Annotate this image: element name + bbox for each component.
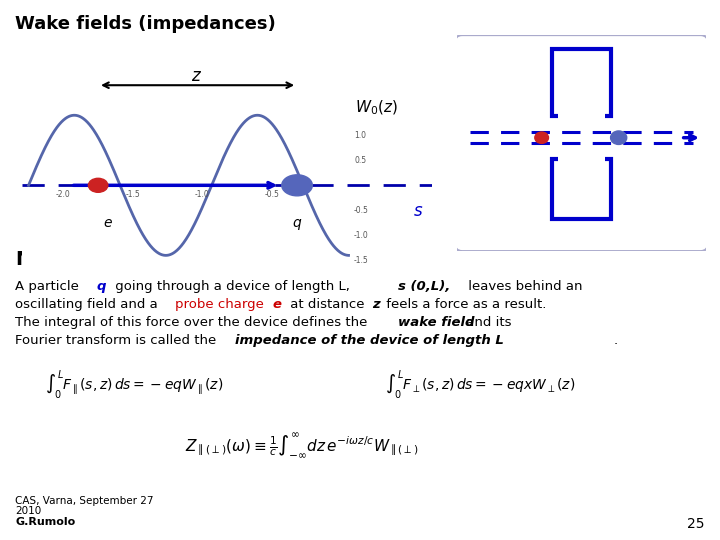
Text: wake field: wake field	[398, 316, 474, 329]
Bar	[558, 113, 605, 162]
Text: 25: 25	[688, 517, 705, 531]
Text: $\int_0^L F_{\parallel}(s,z)\,ds = -eqW_{\parallel}(z)$: $\int_0^L F_{\parallel}(s,z)\,ds = -eqW_…	[45, 368, 223, 401]
Text: -2.0: -2.0	[56, 190, 71, 199]
Text: $W_0(z)$: $W_0(z)$	[356, 98, 398, 117]
Text: $\int_0^L F_{\perp}(s,z)\,ds = -eqxW_{\perp}(z)$: $\int_0^L F_{\perp}(s,z)\,ds = -eqxW_{\p…	[385, 368, 575, 401]
Text: going through a device of length L,: going through a device of length L,	[111, 280, 354, 293]
Text: G.Rumolo: G.Rumolo	[15, 517, 76, 527]
Text: e: e	[273, 298, 282, 311]
Text: z: z	[191, 67, 200, 85]
Ellipse shape	[535, 132, 549, 143]
FancyBboxPatch shape	[455, 35, 708, 251]
Text: z: z	[372, 298, 379, 311]
Text: -1.0: -1.0	[195, 190, 210, 199]
Text: Fourier transform is called the: Fourier transform is called the	[15, 334, 220, 347]
Text: -1.0: -1.0	[354, 231, 369, 240]
Text: q: q	[292, 217, 302, 231]
Text: -0.5: -0.5	[264, 190, 279, 199]
Text: probe charge: probe charge	[175, 298, 268, 311]
Text: 1.0: 1.0	[354, 131, 366, 140]
Text: .: .	[614, 334, 618, 347]
Ellipse shape	[89, 178, 108, 192]
Ellipse shape	[611, 131, 626, 144]
Text: Wake fields (impedances): Wake fields (impedances)	[15, 15, 276, 33]
Text: 0.5: 0.5	[354, 156, 366, 165]
Bar	[552, 49, 611, 116]
Text: -0.5: -0.5	[354, 206, 369, 215]
Text: CAS, Varna, September 27: CAS, Varna, September 27	[15, 496, 153, 506]
Text: leaves behind an: leaves behind an	[464, 280, 582, 293]
Text: 2010: 2010	[15, 506, 41, 516]
Text: Model:: Model:	[15, 250, 89, 269]
Text: L: L	[578, 186, 585, 199]
Ellipse shape	[282, 175, 312, 196]
Text: A particle: A particle	[15, 280, 83, 293]
Text: s: s	[414, 202, 423, 220]
Text: and its: and its	[462, 316, 511, 329]
Text: s (0,L),: s (0,L),	[398, 280, 450, 293]
Text: q: q	[97, 280, 107, 293]
Text: at distance: at distance	[286, 298, 369, 311]
Text: -1.5: -1.5	[125, 190, 140, 199]
Text: oscillating field and a: oscillating field and a	[15, 298, 162, 311]
Text: The integral of this force over the device defines the: The integral of this force over the devi…	[15, 316, 372, 329]
Text: e: e	[104, 217, 112, 231]
Text: impedance of the device of length L: impedance of the device of length L	[235, 334, 504, 347]
Bar	[552, 159, 611, 219]
Text: -1.5: -1.5	[354, 256, 369, 265]
Text: $Z_{\parallel(\perp)}(\omega) \equiv \frac{1}{c}\int_{-\infty}^{\infty} dz\,e^{-: $Z_{\parallel(\perp)}(\omega) \equiv \fr…	[185, 432, 419, 461]
Text: feels a force as a result.: feels a force as a result.	[382, 298, 546, 311]
